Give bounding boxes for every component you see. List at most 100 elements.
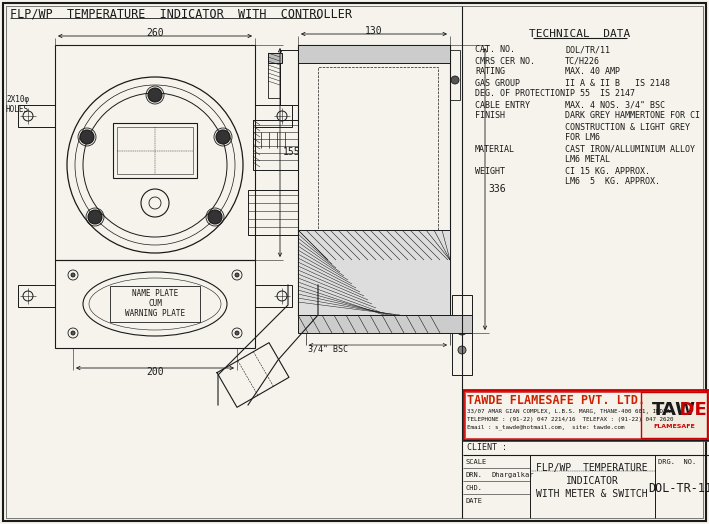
Text: SCALE: SCALE (465, 459, 486, 465)
Text: 33/07 AMAR GIAN COMPLEX, L.B.S. MARG, THANE-400 601, INDIA: 33/07 AMAR GIAN COMPLEX, L.B.S. MARG, TH… (467, 409, 670, 413)
Text: FOR LM6: FOR LM6 (565, 134, 600, 143)
Text: DARK GREY HAMMERTONE FOR CI: DARK GREY HAMMERTONE FOR CI (565, 112, 700, 121)
Text: 200: 200 (146, 367, 164, 377)
Bar (110, 286, 200, 322)
Text: CAST IRON/ALLUMINIUM ALLOY: CAST IRON/ALLUMINIUM ALLOY (565, 145, 695, 154)
Bar (452, 295, 472, 375)
Bar (463, 390, 709, 440)
Text: II A & II B   IS 2148: II A & II B IS 2148 (565, 79, 670, 88)
Circle shape (141, 189, 169, 217)
Text: CONSTRUCTION & LIGHT GREY: CONSTRUCTION & LIGHT GREY (565, 123, 690, 132)
Bar (55, 45, 255, 260)
Bar (450, 50, 460, 100)
Text: 260: 260 (146, 28, 164, 38)
Circle shape (216, 130, 230, 144)
Ellipse shape (83, 272, 227, 336)
Ellipse shape (89, 278, 221, 330)
Text: LM6 METAL: LM6 METAL (565, 156, 610, 165)
Circle shape (148, 88, 162, 102)
Circle shape (23, 111, 33, 121)
Text: DRN.: DRN. (465, 472, 482, 478)
Circle shape (88, 210, 102, 224)
Bar (253, 120, 298, 170)
Text: WEIGHT: WEIGHT (475, 167, 505, 176)
Text: MATERIAL: MATERIAL (475, 145, 515, 154)
Bar (255, 105, 292, 127)
Text: Email : s_tawde@hotmail.com,  site: tawde.com: Email : s_tawde@hotmail.com, site: tawde… (467, 424, 625, 430)
Circle shape (458, 346, 466, 354)
Text: MAX. 4 NOS. 3/4" BSC: MAX. 4 NOS. 3/4" BSC (565, 101, 665, 110)
Bar (280, 50, 298, 105)
Text: WITH METER & SWITCH: WITH METER & SWITCH (536, 489, 648, 499)
Circle shape (71, 331, 75, 335)
Bar (641, 392, 707, 438)
Text: HOLES: HOLES (6, 104, 29, 114)
Text: DRG.  NO.: DRG. NO. (658, 459, 696, 465)
Circle shape (208, 210, 222, 224)
Text: DATE: DATE (465, 498, 482, 504)
Bar (113, 123, 197, 178)
Bar (268, 53, 282, 63)
Text: 130: 130 (365, 26, 383, 36)
Circle shape (235, 331, 239, 335)
Circle shape (451, 76, 459, 84)
Bar (298, 315, 472, 333)
Bar (255, 285, 292, 307)
Text: LM6  5  KG. APPROX.: LM6 5 KG. APPROX. (565, 178, 660, 187)
Text: TECHNICAL  DATA: TECHNICAL DATA (530, 29, 630, 39)
Text: DOL/TR/11: DOL/TR/11 (565, 46, 610, 54)
Text: TC/H226: TC/H226 (565, 57, 600, 66)
Circle shape (457, 325, 467, 335)
Circle shape (75, 85, 235, 245)
Text: 155: 155 (283, 147, 301, 157)
Bar (298, 45, 450, 315)
Circle shape (235, 273, 239, 277)
Text: DE: DE (642, 401, 706, 419)
Text: IP 55  IS 2147: IP 55 IS 2147 (565, 90, 635, 99)
Text: CI 15 KG. APPROX.: CI 15 KG. APPROX. (565, 167, 650, 176)
Bar (268, 63, 280, 98)
Circle shape (277, 291, 287, 301)
Circle shape (71, 273, 75, 277)
Text: FLP/WP  TEMPERATURE: FLP/WP TEMPERATURE (536, 463, 648, 473)
Circle shape (67, 77, 243, 253)
Bar (298, 230, 450, 315)
Circle shape (23, 291, 33, 301)
Text: FINISH: FINISH (475, 112, 505, 121)
Text: 336: 336 (488, 184, 506, 194)
Text: CMRS CER NO.: CMRS CER NO. (475, 57, 535, 66)
Text: CAT. NO.: CAT. NO. (475, 46, 515, 54)
Text: INDICATOR: INDICATOR (566, 476, 618, 486)
Bar (248, 190, 298, 235)
Text: TAWDE FLAMESAFE PVT. LTD.: TAWDE FLAMESAFE PVT. LTD. (467, 395, 645, 408)
Circle shape (277, 111, 287, 121)
Text: WARNING PLATE: WARNING PLATE (125, 310, 185, 319)
Bar (18, 105, 55, 127)
Text: RATING: RATING (475, 68, 505, 77)
Text: CHD.: CHD. (465, 485, 482, 491)
Text: MAX. 40 AMP: MAX. 40 AMP (565, 68, 620, 77)
Text: FLAMESAFE: FLAMESAFE (653, 423, 695, 429)
Text: FLP/WP  TEMPERATURE  INDICATOR  WITH  CONTROLLER: FLP/WP TEMPERATURE INDICATOR WITH CONTRO… (10, 7, 352, 20)
Text: 3/4" BSC: 3/4" BSC (308, 344, 348, 354)
Bar (55, 260, 255, 348)
Text: CABLE ENTRY: CABLE ENTRY (475, 101, 530, 110)
Text: CLIENT :: CLIENT : (467, 443, 507, 453)
Text: GAS GROUP: GAS GROUP (475, 79, 520, 88)
Text: DOL-TR-11: DOL-TR-11 (648, 482, 709, 495)
Text: DEG. OF PROTECTION: DEG. OF PROTECTION (475, 90, 565, 99)
Text: TELEPHONE : (91-22) 047 2214/16  TELEFAX : (91-22) 047 2620: TELEPHONE : (91-22) 047 2214/16 TELEFAX … (467, 417, 674, 421)
Bar (298, 45, 450, 63)
Text: NAME PLATE: NAME PLATE (132, 289, 178, 299)
Circle shape (80, 130, 94, 144)
Bar (465, 392, 707, 438)
Text: TAW: TAW (652, 401, 696, 419)
Bar (318, 67, 438, 257)
Bar (18, 285, 55, 307)
Text: CUM: CUM (148, 300, 162, 309)
Circle shape (149, 197, 161, 209)
Text: Dhargalkar: Dhargalkar (491, 472, 533, 478)
Text: 2X10φ: 2X10φ (6, 95, 29, 104)
Circle shape (83, 93, 227, 237)
Bar (117, 127, 193, 174)
